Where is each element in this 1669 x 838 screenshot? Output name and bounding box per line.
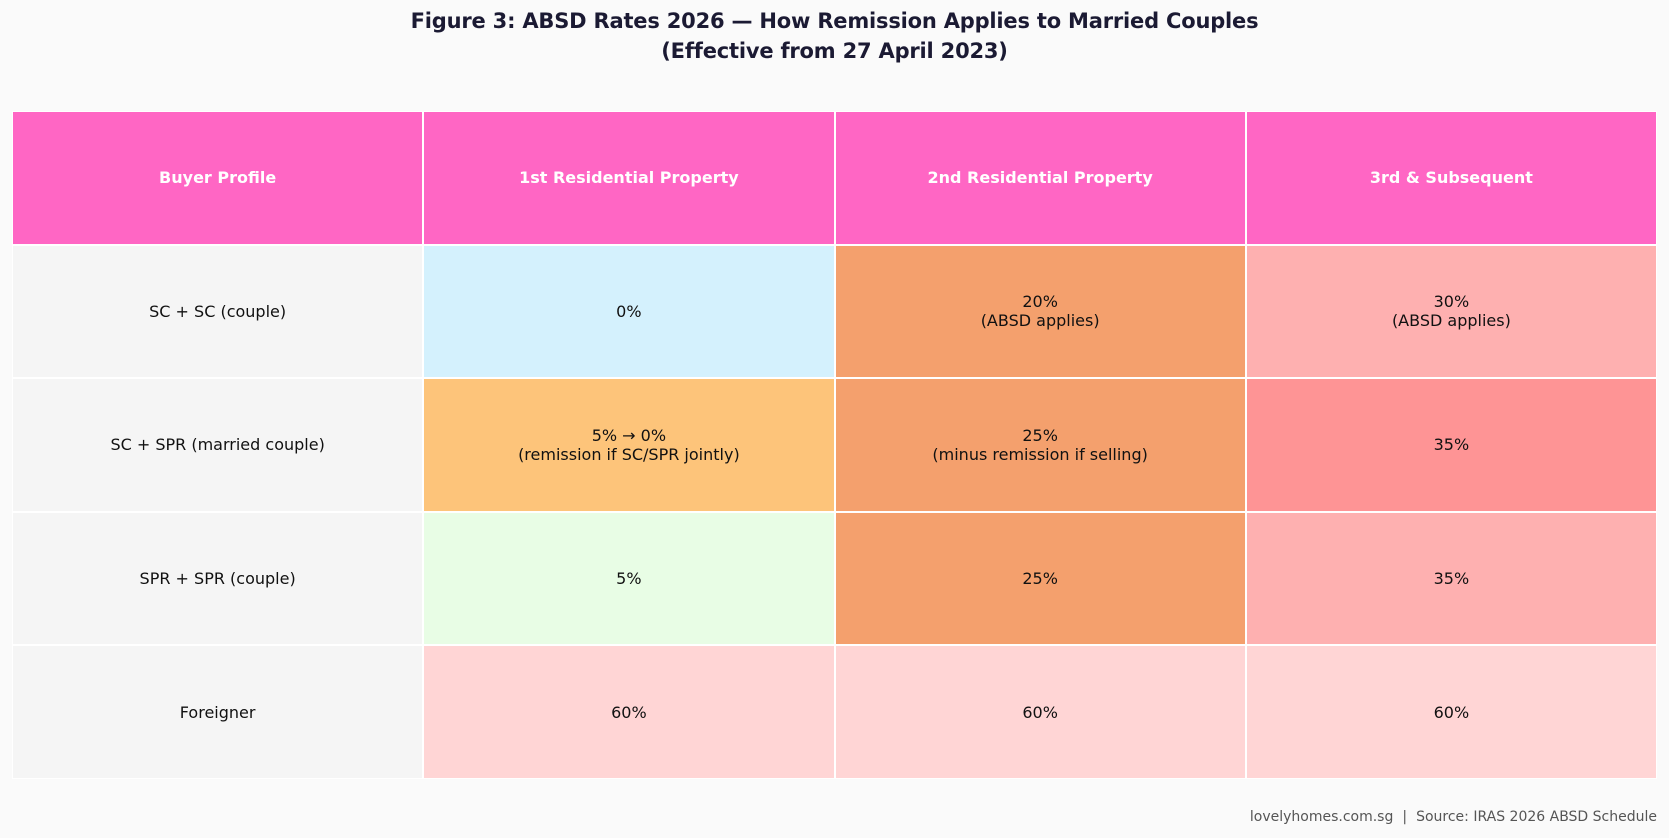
row-1-rate-cell-3: 30% (ABSD applies): [1245, 244, 1657, 379]
chart-title-line-2: (Effective from 27 April 2023): [661, 39, 1008, 63]
row-2-buyer-profile: SC + SPR (married couple): [12, 378, 424, 512]
column-header-4: 3rd & Subsequent: [1245, 111, 1657, 245]
row-2-rate-cell-2: 25% (minus remission if selling): [834, 378, 1246, 512]
row-3-rate-cell-3: 35%: [1245, 511, 1657, 646]
row-1-rate-cell-2: 20% (ABSD applies): [834, 244, 1246, 379]
footer-site: lovelyhomes.com.sg: [1249, 809, 1394, 825]
footer: lovelyhomes.com.sg | Source: IRAS 2026 ABS…: [1250, 809, 1657, 825]
footer-separator: |: [1402, 809, 1408, 825]
row-4-rate-cell-2: 60%: [834, 645, 1246, 779]
absd-rates-table: Buyer Profile 1st Residential Property 2nd…: [12, 111, 1657, 779]
row-1-rate-cell-1: 0%: [423, 244, 835, 379]
row-1-buyer-profile: SC + SC (couple): [12, 244, 424, 379]
column-header-1: Buyer Profile: [12, 111, 424, 245]
row-2-rate-cell-3: 35%: [1245, 378, 1657, 512]
row-3-rate-cell-1: 5%: [423, 511, 835, 646]
column-header-3: 2nd Residential Property: [834, 111, 1246, 245]
row-4-rate-cell-1: 60%: [423, 645, 835, 779]
row-4-buyer-profile: Foreigner: [12, 645, 424, 779]
row-3-rate-cell-2: 25%: [834, 511, 1246, 646]
row-4-rate-cell-3: 60%: [1245, 645, 1657, 779]
chart-title-line-1: Figure 3: ABSD Rates 2026 — How Remissio…: [410, 9, 1259, 33]
chart-title: Figure 3: ABSD Rates 2026 — How Remissio…: [0, 6, 1669, 66]
column-header-2: 1st Residential Property: [423, 111, 835, 245]
row-2-rate-cell-1: 5% → 0% (remission if SC/SPR jointly): [423, 378, 835, 512]
footer-source: Source: IRAS 2026 ABSD Schedule: [1416, 809, 1657, 825]
row-3-buyer-profile: SPR + SPR (couple): [12, 511, 424, 646]
